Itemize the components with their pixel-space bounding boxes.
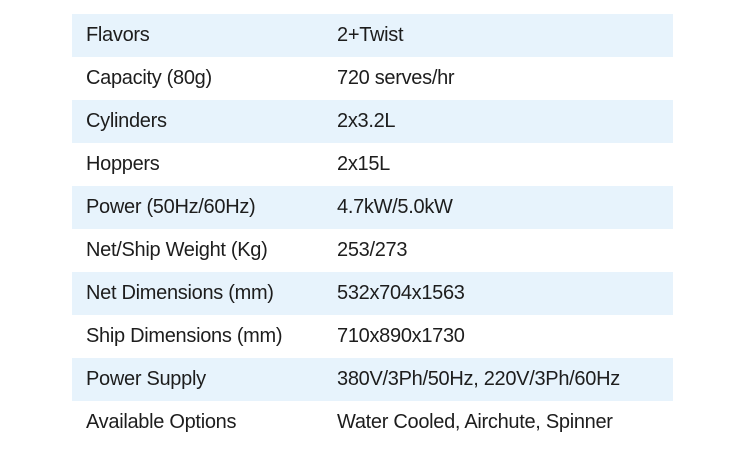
spec-row-flavors: Flavors 2+Twist	[72, 14, 673, 57]
spec-value: 380V/3Ph/50Hz, 220V/3Ph/60Hz	[337, 368, 620, 390]
spec-row-capacity: Capacity (80g) 720 serves/hr	[72, 57, 673, 100]
spec-value: 2+Twist	[337, 24, 404, 46]
spec-row-ship-dimensions: Ship Dimensions (mm) 710x890x1730	[72, 315, 673, 358]
spec-row-weight: Net/Ship Weight (Kg) 253/273	[72, 229, 673, 272]
spec-value: 2x15L	[337, 153, 390, 175]
spec-value: 4.7kW/5.0kW	[337, 196, 453, 218]
spec-row-power-supply: Power Supply 380V/3Ph/50Hz, 220V/3Ph/60H…	[72, 358, 673, 401]
spec-label: Power Supply	[86, 368, 206, 390]
spec-value: 710x890x1730	[337, 325, 465, 347]
spec-label: Ship Dimensions (mm)	[86, 325, 283, 347]
spec-label: Flavors	[86, 24, 150, 46]
spec-row-available-options: Available Options Water Cooled, Airchute…	[72, 401, 673, 444]
spec-value: 720 serves/hr	[337, 67, 455, 89]
spec-label: Net/Ship Weight (Kg)	[86, 239, 268, 261]
spec-label: Power (50Hz/60Hz)	[86, 196, 256, 218]
spec-label: Available Options	[86, 411, 237, 433]
spec-value: 532x704x1563	[337, 282, 465, 304]
spec-value: 2x3.2L	[337, 110, 396, 132]
spec-label: Net Dimensions (mm)	[86, 282, 274, 304]
spec-table: Flavors 2+Twist Capacity (80g) 720 serve…	[72, 14, 673, 444]
spec-value: Water Cooled, Airchute, Spinner	[337, 411, 613, 433]
spec-row-net-dimensions: Net Dimensions (mm) 532x704x1563	[72, 272, 673, 315]
spec-row-power: Power (50Hz/60Hz) 4.7kW/5.0kW	[72, 186, 673, 229]
spec-value: 253/273	[337, 239, 408, 261]
spec-label: Capacity (80g)	[86, 67, 212, 89]
spec-row-cylinders: Cylinders 2x3.2L	[72, 100, 673, 143]
spec-label: Hoppers	[86, 153, 160, 175]
spec-label: Cylinders	[86, 110, 167, 132]
spec-row-hoppers: Hoppers 2x15L	[72, 143, 673, 186]
